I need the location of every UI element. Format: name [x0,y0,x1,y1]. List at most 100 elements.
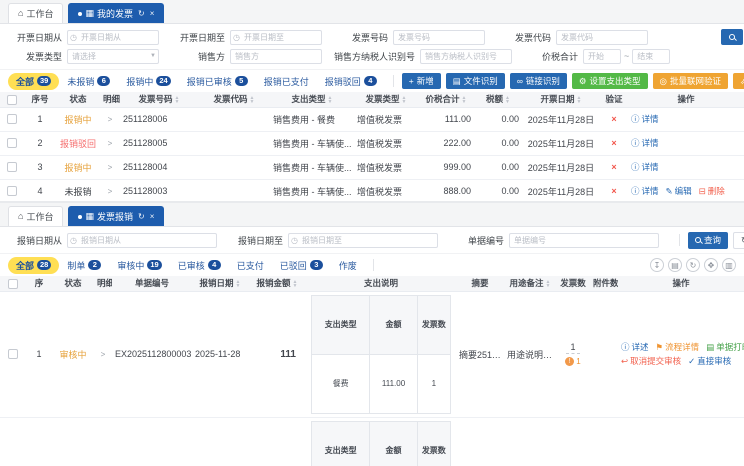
select-all-checkbox[interactable] [8,278,18,289]
action-detail[interactable]: ⓘ 详情 [631,114,659,124]
fullscreen-icon[interactable]: ✥ [704,258,718,272]
close-icon[interactable]: × [149,8,155,18]
segment-audited[interactable]: 已审核 4 [170,257,229,274]
tab-workbench-1[interactable]: ⌂ 工作台 [8,3,64,23]
segment-all[interactable]: 全部 39 [8,72,60,90]
sort-icon[interactable]: ▲ ▼ [461,95,467,105]
sort-icon[interactable]: ▲ ▼ [576,95,582,105]
sort-icon[interactable]: ▲ ▼ [249,95,255,105]
action-delete[interactable]: ⊟ 删除 [698,185,725,197]
batch-verify-button[interactable]: ◎ 批量联网验证 [652,73,728,89]
close-icon[interactable]: × [149,211,155,221]
query-button[interactable]: 查询 [688,231,729,249]
search-button[interactable] [721,29,743,45]
segment-voided[interactable]: 作废 [338,260,357,271]
link-recognize-button[interactable]: ∞ 链接识别 [509,73,567,89]
row-checkbox[interactable] [8,349,18,360]
doc-no-input[interactable] [509,232,659,248]
invoice-code-input[interactable] [556,29,648,45]
download-icon[interactable]: ↧ [650,258,664,272]
row-checkbox[interactable] [7,186,17,197]
clock-icon: ◷ [70,235,77,245]
invoice-type-select[interactable] [67,48,159,64]
col-expense-type[interactable]: 支出类型 ▲ ▼ [270,92,354,108]
segment-rejected[interactable]: 已驳回 3 [272,257,331,274]
set-expense-type-button[interactable]: ⚙ 设置支出类型 [571,73,648,89]
col-purpose[interactable]: 用途备注 ▲ ▼ [504,276,556,292]
action-detail[interactable]: ⓘ 详情 [631,138,659,148]
segment-paid[interactable]: 报销已支付 [263,76,309,87]
expand-icon[interactable]: > [107,139,113,148]
file-recognize-button[interactable]: ▤ 文件识别 [445,73,505,89]
row-checkbox[interactable] [7,162,17,173]
segment-auditing[interactable]: 审核中 19 [109,257,169,274]
col-amount[interactable]: 报销金额 ▲ ▼ [248,276,306,292]
segment-rejected[interactable]: 报销驳回 4 [317,73,385,90]
divider [372,259,374,271]
refresh-icon[interactable]: ↻ [137,8,145,18]
cell-tax: 0.00 [474,107,522,132]
total-end-input[interactable] [632,48,671,64]
col-date[interactable]: 开票日期 ▲ ▼ [522,92,600,108]
print-icon[interactable]: ▤ [668,258,682,272]
col-date[interactable]: 报销日期 ▲ ▼ [192,276,248,292]
sort-icon[interactable]: ▲ ▼ [174,95,180,105]
total-start-input[interactable] [583,48,622,64]
sort-icon[interactable]: ▲ ▼ [505,95,510,105]
col-invoice-code[interactable]: 发票代码 ▲ ▼ [198,92,270,108]
invoice-count-value[interactable]: 1 [566,342,580,354]
segment-drafting[interactable]: 制单 2 [59,257,109,274]
column-settings-icon[interactable]: ▥ [722,258,736,272]
tab-my-invoices[interactable]: ▦ 我的发票 ↻ × [68,3,165,23]
reset-button[interactable]: ↻重置 [733,231,744,249]
sort-icon[interactable]: ▲ ▼ [545,279,551,289]
invoice-date-to-input[interactable] [230,29,322,45]
segment-all[interactable]: 全部 28 [8,256,60,274]
seller-input[interactable] [230,48,322,64]
add-button[interactable]: + 新增 [401,73,441,89]
segment-paid[interactable]: 已支付 [236,260,264,271]
action-edit[interactable]: ✎ 编辑 [665,185,692,197]
seller-tax-id-input[interactable] [420,48,513,64]
action-print-doc[interactable]: ▤单据打印 [706,341,744,352]
reimburse-date-from-input[interactable] [67,232,217,248]
cell-actions: ⓘ 详情 ✎ 编辑 ⊟ 删除 [628,179,744,201]
action-process-detail[interactable]: ⚑ 流程详情 [655,341,700,352]
sort-icon[interactable]: ▲ ▼ [292,279,298,289]
row-checkbox[interactable] [7,138,17,149]
invoice-date-from-input[interactable] [67,29,159,45]
reimburse-filter-form: 报销日期从 ◷ 报销日期至 ◷ 单据编号 查询 ↻重置 [0,227,744,254]
invoice-no-input[interactable] [393,29,485,45]
select-all-checkbox[interactable] [7,94,17,105]
sort-icon[interactable]: ▲ ▼ [327,95,333,105]
reimburse-date-to-input[interactable] [288,232,438,248]
segment-unreimbursed[interactable]: 未报销 6 [59,73,118,90]
cell-date: 2025-11-28 [192,291,248,418]
refresh-icon[interactable]: ↻ [686,258,700,272]
col-tax[interactable]: 税额 ▲ ▼ [474,92,522,108]
tab-workbench-2[interactable]: ⌂ 工作台 [8,206,64,226]
action-detail[interactable]: ⓘ 详情 [631,162,659,172]
action-detail[interactable]: ⓘ 详情 [631,185,659,196]
expand-icon[interactable]: > [107,187,113,196]
tab-invoice-reimburse[interactable]: ▦ 发票报销 ↻ × [68,206,165,226]
status-text: 报销中 [64,114,92,125]
expand-icon[interactable]: > [107,115,113,124]
row-checkbox[interactable] [7,114,17,125]
col-total[interactable]: 价税合计 ▲ ▼ [418,92,474,108]
action-detail[interactable]: ⓘ 详述 [621,341,649,352]
col-invoice-no[interactable]: 发票号码 ▲ ▼ [120,92,198,108]
expand-icon[interactable]: > [107,163,113,172]
cell-no: 1 [26,291,52,418]
refresh-icon[interactable]: ↻ [137,211,145,221]
col-invoice-type[interactable]: 发票类型 ▲ ▼ [354,92,418,108]
sort-icon[interactable]: ▲ ▼ [401,95,407,105]
action-direct-audit[interactable]: ✓ 直接审核 [688,355,732,366]
action-cancel-submit[interactable]: ↩ 取消提交审核 [621,355,682,366]
cell-invoice-code [198,179,270,201]
segment-reimbursing[interactable]: 报销中 24 [118,73,178,90]
expand-icon[interactable]: > [100,350,106,359]
segment-audited[interactable]: 报销已审核 5 [179,73,256,90]
start-reimburse-button[interactable]: ⇗发起报销 [732,73,744,89]
sort-icon[interactable]: ▲ ▼ [235,279,241,289]
